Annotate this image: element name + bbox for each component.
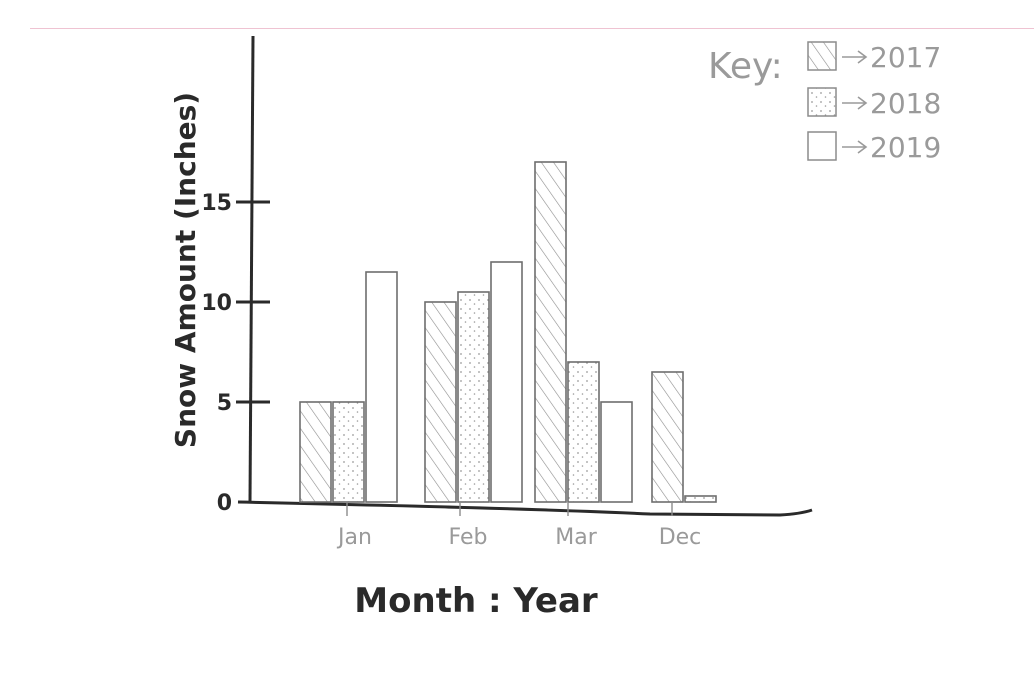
bar-jan-2017	[299, 401, 332, 503]
legend-title: Key:	[708, 46, 783, 87]
y-tick-label: 10	[201, 291, 232, 316]
bar-feb-2019	[490, 261, 523, 503]
notebook-margin-line	[30, 28, 1034, 29]
x-tick-label: Dec	[659, 525, 702, 550]
legend-arrow-icon	[842, 50, 868, 64]
x-tick-group: Jan Feb Mar Dec	[336, 503, 701, 550]
y-axis-line	[248, 35, 255, 503]
legend-swatch-2018	[807, 87, 837, 117]
bar-mar-2019	[600, 401, 633, 503]
legend-label-2019: 2019	[870, 131, 941, 164]
x-axis-line	[237, 500, 813, 517]
bar-group	[299, 161, 717, 503]
bar-jan-2018	[332, 401, 365, 503]
y-tick-group: 0 5 10 15	[201, 191, 270, 516]
bar-feb-2018	[457, 291, 490, 503]
y-tick-label: 5	[217, 391, 232, 416]
y-tick-label: 0	[217, 491, 232, 516]
legend-arrow-icon	[842, 96, 868, 110]
y-tick-label: 15	[201, 191, 232, 216]
x-tick-label: Jan	[336, 525, 372, 550]
bar-dec-2017	[651, 371, 684, 503]
x-tick-label: Mar	[555, 525, 597, 550]
x-axis-label: Month : Year	[354, 581, 598, 621]
legend-swatch-2019	[807, 131, 837, 161]
legend-swatch-2017	[807, 41, 837, 71]
x-tick-label: Feb	[449, 525, 488, 550]
legend-label-2017: 2017	[870, 41, 941, 74]
bar-dec-2018	[684, 495, 717, 503]
legend-label-2018: 2018	[870, 87, 941, 120]
bar-feb-2017	[424, 301, 457, 503]
legend-arrow-icon	[842, 140, 868, 154]
y-axis-label: Snow Amount (Inches)	[169, 92, 202, 448]
bar-jan-2019	[365, 271, 398, 503]
bar-mar-2018	[567, 361, 600, 503]
bar-mar-2017	[534, 161, 567, 503]
legend: Key: 2017 2018 2019	[708, 41, 941, 164]
